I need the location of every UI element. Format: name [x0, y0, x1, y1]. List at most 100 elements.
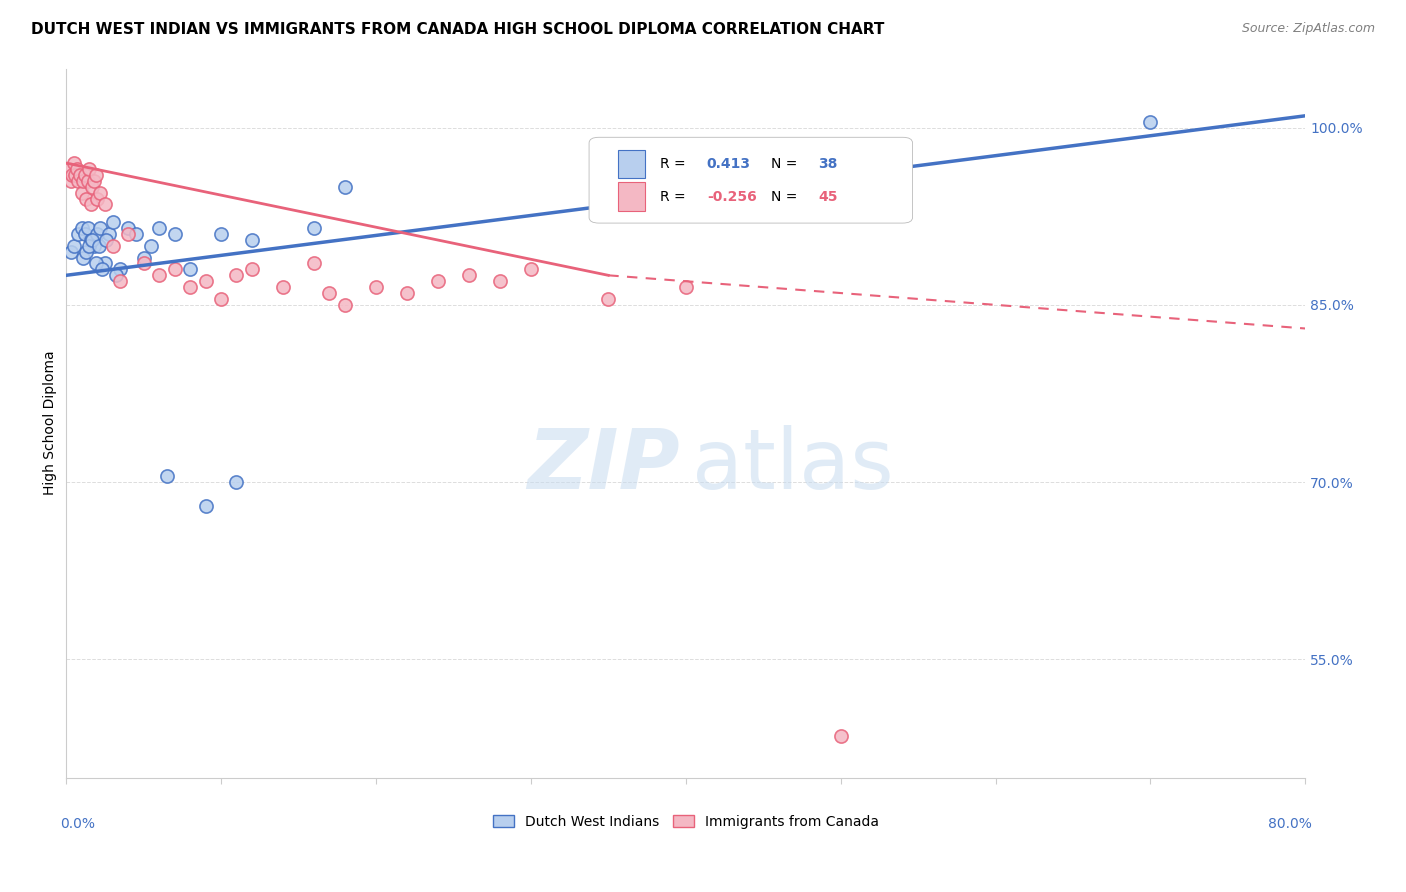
Text: R =: R = — [659, 157, 685, 170]
Point — [96, 233, 118, 247]
Point — [333, 179, 356, 194]
Y-axis label: High School Diploma: High School Diploma — [44, 351, 58, 495]
Point — [225, 475, 247, 489]
Point — [318, 286, 340, 301]
Point — [63, 156, 86, 170]
Point — [70, 221, 93, 235]
Text: R =: R = — [659, 190, 685, 203]
Point — [101, 215, 124, 229]
Point — [66, 161, 89, 176]
Point — [156, 469, 179, 483]
Point — [94, 197, 117, 211]
Point — [67, 174, 90, 188]
Point — [240, 233, 263, 247]
Point — [395, 286, 418, 301]
Point — [110, 274, 132, 288]
Point — [163, 262, 186, 277]
Point — [90, 262, 112, 277]
Point — [132, 256, 155, 270]
Point — [65, 168, 87, 182]
Point — [117, 227, 139, 241]
Text: 38: 38 — [818, 157, 838, 170]
Point — [101, 239, 124, 253]
Point — [83, 174, 105, 188]
Point — [87, 239, 110, 253]
Text: DUTCH WEST INDIAN VS IMMIGRANTS FROM CANADA HIGH SCHOOL DIPLOMA CORRELATION CHAR: DUTCH WEST INDIAN VS IMMIGRANTS FROM CAN… — [31, 22, 884, 37]
Point — [98, 227, 121, 241]
Text: ZIP: ZIP — [527, 425, 679, 506]
Point — [225, 268, 247, 283]
Point — [70, 186, 93, 200]
Point — [110, 262, 132, 277]
Point — [333, 298, 356, 312]
Point — [302, 256, 325, 270]
Point — [72, 174, 94, 188]
Point — [60, 168, 83, 182]
Point — [520, 262, 543, 277]
Point — [125, 227, 148, 241]
Point — [209, 292, 232, 306]
Point — [148, 221, 170, 235]
Point — [194, 499, 217, 513]
Point — [94, 256, 117, 270]
Point — [117, 221, 139, 235]
Text: Source: ZipAtlas.com: Source: ZipAtlas.com — [1241, 22, 1375, 36]
Text: 0.413: 0.413 — [707, 157, 751, 170]
Point — [364, 280, 387, 294]
Point — [89, 221, 111, 235]
Point — [80, 197, 103, 211]
Point — [73, 227, 96, 241]
Point — [84, 168, 107, 182]
Point — [59, 174, 82, 188]
Point — [63, 239, 86, 253]
Point — [79, 239, 101, 253]
Point — [80, 233, 103, 247]
Bar — [617, 182, 645, 211]
Point — [84, 256, 107, 270]
Point — [598, 292, 620, 306]
Point — [75, 244, 97, 259]
Point — [86, 227, 108, 241]
Point — [426, 274, 449, 288]
Point — [141, 239, 163, 253]
Point — [830, 729, 852, 743]
Point — [148, 268, 170, 283]
Point — [163, 227, 186, 241]
Point — [179, 262, 201, 277]
Point — [76, 221, 98, 235]
Bar — [617, 150, 645, 178]
Legend: Dutch West Indians, Immigrants from Canada: Dutch West Indians, Immigrants from Cana… — [486, 809, 884, 834]
Point — [209, 227, 232, 241]
Point — [457, 268, 479, 283]
Point — [271, 280, 294, 294]
Point — [489, 274, 512, 288]
Text: N =: N = — [772, 157, 797, 170]
Point — [194, 274, 217, 288]
Point — [1139, 114, 1161, 128]
Point — [75, 192, 97, 206]
Point — [76, 174, 98, 188]
Point — [302, 221, 325, 235]
Text: 45: 45 — [818, 190, 838, 203]
Point — [104, 268, 127, 283]
Text: 0.0%: 0.0% — [60, 816, 94, 830]
Point — [675, 280, 697, 294]
FancyBboxPatch shape — [589, 137, 912, 223]
Point — [67, 227, 90, 241]
Point — [69, 168, 91, 182]
Point — [83, 239, 105, 253]
Text: -0.256: -0.256 — [707, 190, 756, 203]
Point — [79, 161, 101, 176]
Point — [82, 179, 104, 194]
Point — [59, 244, 82, 259]
Point — [89, 186, 111, 200]
Point — [72, 251, 94, 265]
Point — [73, 168, 96, 182]
Point — [240, 262, 263, 277]
Point — [82, 233, 104, 247]
Point — [132, 251, 155, 265]
Text: 80.0%: 80.0% — [1268, 816, 1312, 830]
Point — [86, 192, 108, 206]
Point — [179, 280, 201, 294]
Text: atlas: atlas — [692, 425, 894, 506]
